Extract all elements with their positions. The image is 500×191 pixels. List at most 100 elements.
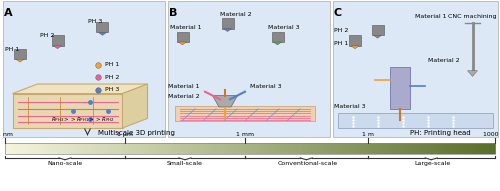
Bar xyxy=(340,143,342,154)
Bar xyxy=(122,143,124,154)
Bar xyxy=(85,143,87,154)
Bar xyxy=(147,143,149,154)
Bar xyxy=(276,143,278,154)
Bar xyxy=(433,143,435,154)
Bar xyxy=(95,143,97,154)
Bar xyxy=(75,143,78,154)
Bar xyxy=(310,143,312,154)
Bar xyxy=(139,143,141,154)
Bar xyxy=(338,113,492,128)
Bar xyxy=(352,143,354,154)
Bar xyxy=(49,143,51,154)
Bar xyxy=(190,143,192,154)
Bar xyxy=(464,143,466,154)
Polygon shape xyxy=(468,71,477,76)
Bar xyxy=(168,143,170,154)
Bar xyxy=(237,143,239,154)
Bar xyxy=(15,143,17,154)
Bar xyxy=(344,143,347,154)
Bar xyxy=(60,143,62,154)
Bar xyxy=(374,143,376,154)
Bar xyxy=(296,143,298,154)
Bar xyxy=(44,143,46,154)
Bar xyxy=(64,143,66,154)
Bar xyxy=(175,106,315,121)
Bar xyxy=(111,143,114,154)
Bar xyxy=(72,143,74,154)
Text: Material 3: Material 3 xyxy=(250,84,282,89)
Bar xyxy=(327,143,329,154)
Bar xyxy=(361,143,363,154)
Bar xyxy=(108,143,110,154)
Polygon shape xyxy=(122,84,148,128)
Bar xyxy=(41,143,43,154)
Bar xyxy=(343,143,345,154)
Bar xyxy=(224,143,226,154)
Bar xyxy=(86,143,89,154)
Bar xyxy=(198,143,200,154)
Bar xyxy=(256,143,258,154)
Bar xyxy=(398,143,401,154)
Bar xyxy=(487,143,489,154)
Bar xyxy=(390,67,410,109)
Bar xyxy=(325,143,328,154)
Bar xyxy=(459,143,461,154)
Bar xyxy=(184,143,187,154)
Bar xyxy=(38,143,40,154)
Bar xyxy=(52,143,54,154)
Bar xyxy=(480,143,482,154)
Bar xyxy=(462,143,464,154)
Text: PH 2: PH 2 xyxy=(105,75,120,80)
Polygon shape xyxy=(178,42,186,45)
Bar xyxy=(140,143,142,154)
Bar xyxy=(412,143,414,154)
Bar xyxy=(204,143,206,154)
Bar xyxy=(298,143,300,154)
Bar xyxy=(222,143,224,154)
Bar xyxy=(244,143,246,154)
Bar xyxy=(320,143,322,154)
Text: A: A xyxy=(4,8,12,18)
Bar xyxy=(144,143,146,154)
Polygon shape xyxy=(224,29,232,32)
Bar xyxy=(384,143,386,154)
Bar xyxy=(288,143,290,154)
Bar xyxy=(476,143,478,154)
Bar xyxy=(114,143,116,154)
Bar xyxy=(209,143,212,154)
Bar xyxy=(485,143,488,154)
Bar xyxy=(353,143,355,154)
Bar xyxy=(316,143,318,154)
Bar xyxy=(216,143,218,154)
Bar xyxy=(432,143,434,154)
Bar xyxy=(360,143,362,154)
Bar xyxy=(252,143,254,154)
Bar xyxy=(2,1,165,137)
Bar xyxy=(206,143,208,154)
Polygon shape xyxy=(212,96,238,107)
Bar xyxy=(212,143,214,154)
Bar xyxy=(56,143,58,154)
Bar xyxy=(294,143,296,154)
Bar xyxy=(318,143,320,154)
Polygon shape xyxy=(12,84,147,94)
Bar xyxy=(93,143,96,154)
Bar xyxy=(490,143,492,154)
Bar xyxy=(397,143,399,154)
Bar xyxy=(314,143,316,154)
Bar xyxy=(362,143,365,154)
Bar xyxy=(322,143,324,154)
Bar xyxy=(160,143,162,154)
Bar xyxy=(436,143,438,154)
Bar xyxy=(250,143,252,154)
Text: 1000 m: 1000 m xyxy=(483,132,500,137)
Polygon shape xyxy=(374,35,382,38)
Bar xyxy=(368,143,370,154)
Bar xyxy=(382,143,384,154)
Bar xyxy=(268,143,270,154)
Bar xyxy=(5,143,7,154)
Bar xyxy=(454,143,456,154)
Bar xyxy=(78,143,80,154)
Bar xyxy=(349,35,361,46)
Bar xyxy=(18,143,20,154)
